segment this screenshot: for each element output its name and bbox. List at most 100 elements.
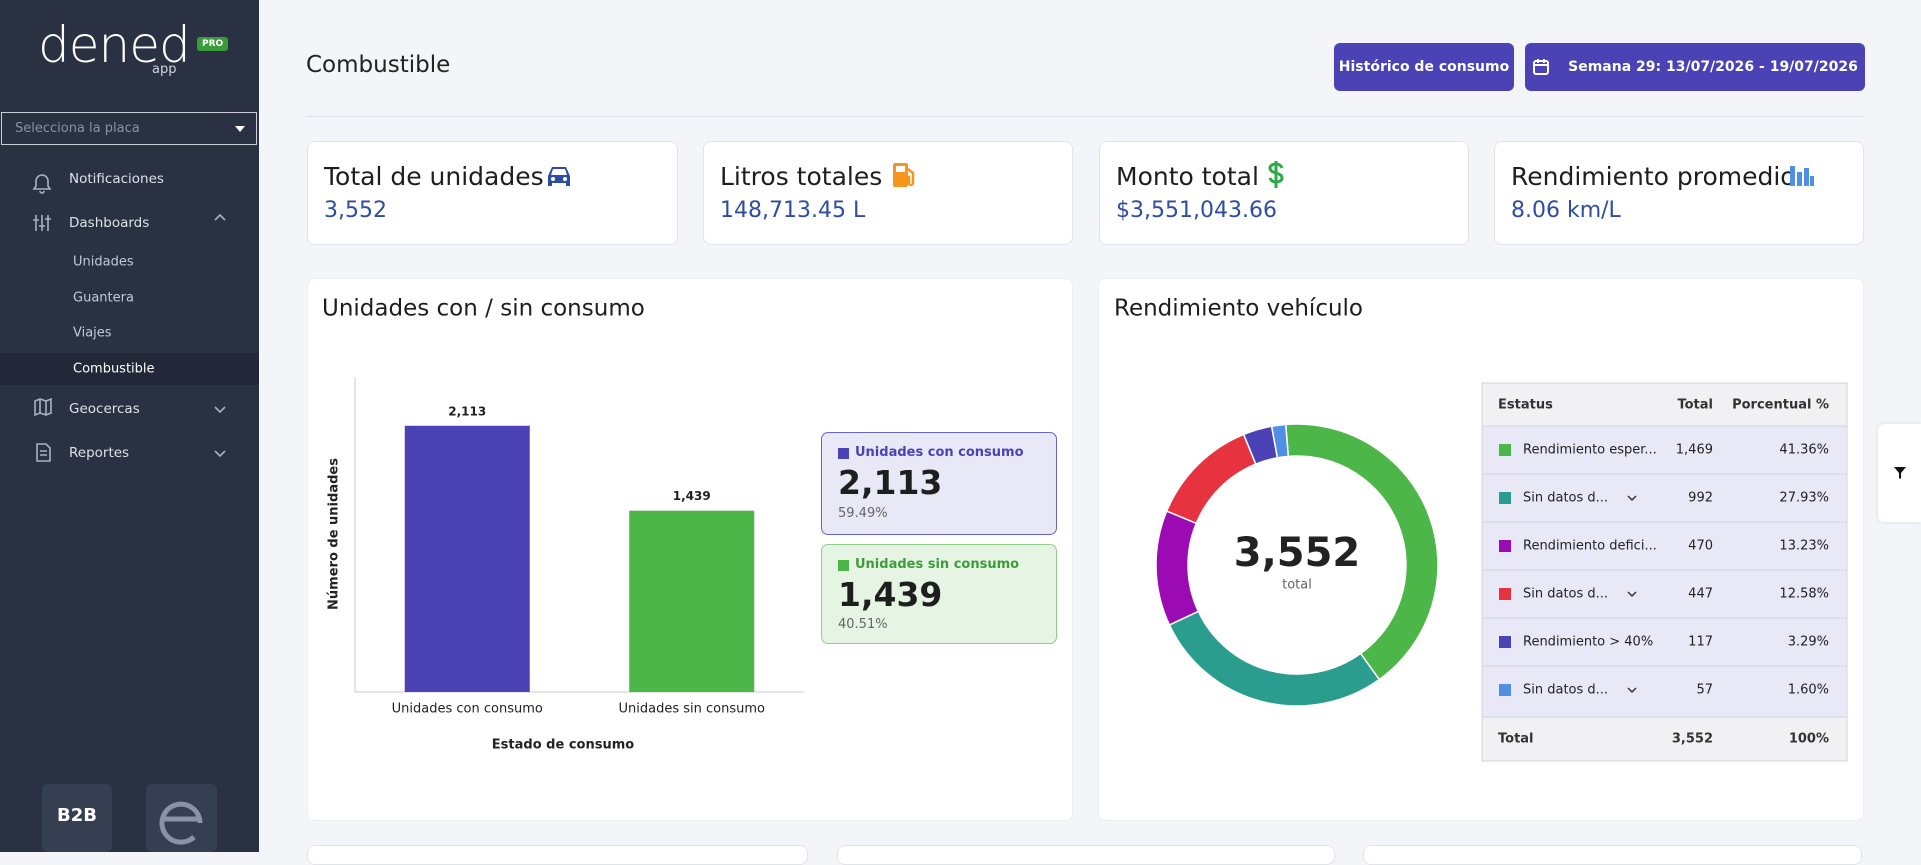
menu-item[interactable]: Dashboards <box>69 215 150 231</box>
x-axis-label: Estado de consumo <box>492 738 634 753</box>
status-total: 117 <box>1688 635 1713 650</box>
legend-card: Unidades sin consumo 1,439 40.51% <box>821 544 1057 644</box>
bar <box>404 425 530 692</box>
table-total <box>1481 716 1848 762</box>
status-swatch <box>1499 540 1511 552</box>
status-percent: 3.29% <box>1788 635 1829 650</box>
submenu-item[interactable]: Viajes <box>73 325 112 341</box>
bar-value-label: 1,439 <box>673 489 711 503</box>
select-placeholder: Selecciona la placa <box>15 121 140 136</box>
footer-badge: B2B <box>57 805 97 826</box>
status-table <box>1481 382 1848 762</box>
logo: dened <box>38 16 191 74</box>
submenu-item[interactable]: Unidades <box>73 254 134 270</box>
kpi-value: 3,552 <box>324 198 387 223</box>
fuel-icon <box>893 163 915 187</box>
filter-icon <box>1894 467 1906 479</box>
caret <box>235 126 245 132</box>
kpi-label: Total de unidades <box>324 162 544 191</box>
logo-sub: app <box>152 62 177 77</box>
status-label: Rendimiento defici... <box>1523 539 1657 554</box>
status-total: 57 <box>1696 683 1713 698</box>
legend-name: Unidades con consumo <box>855 445 1024 460</box>
bar <box>629 510 755 692</box>
table-header <box>1481 382 1848 427</box>
kpi-value: $3,551,043.66 <box>1116 198 1277 223</box>
sidebar-icons: B2B <box>0 174 259 852</box>
table-header-cell: Porcentual % <box>1732 398 1829 413</box>
row-chevron <box>1627 687 1637 694</box>
donut-segment <box>1284 423 1439 681</box>
legend-value: 1,439 <box>838 575 943 614</box>
pro-badge: PRO <box>197 37 229 51</box>
status-percent: 27.93% <box>1779 491 1829 506</box>
status-label: Sin datos d... <box>1523 587 1608 602</box>
status-swatch <box>1499 588 1511 600</box>
x-tick-label: Unidades sin consumo <box>619 702 766 717</box>
plate-select[interactable]: Selecciona la placa <box>1 112 257 145</box>
legend-share: 40.51% <box>838 617 888 632</box>
history-button[interactable]: Histórico de consumo <box>1334 43 1514 91</box>
sidebar: dened app PRO Selecciona la placa B2B No… <box>0 0 259 852</box>
row-chevron <box>1627 495 1637 502</box>
status-percent: 41.36% <box>1779 443 1829 458</box>
car-icon <box>548 167 570 186</box>
kpi-card: Total de unidades 3,552 <box>307 141 678 245</box>
status-swatch <box>1499 492 1511 504</box>
donut-segment <box>1168 610 1381 707</box>
kpi-label: Litros totales <box>720 162 883 191</box>
legend-swatch <box>838 448 849 459</box>
legend-value: 2,113 <box>838 463 943 502</box>
bar-value-label: 2,113 <box>448 404 486 418</box>
bars-icon <box>1790 166 1814 186</box>
chart-title: Rendimiento vehículo <box>1114 296 1363 322</box>
donut-center-label: total <box>1282 578 1312 593</box>
week-button[interactable]: Semana 29: 13/07/2026 - 19/07/2026 <box>1525 43 1865 91</box>
table-total-cell: Total <box>1498 732 1534 747</box>
divider <box>306 116 1865 117</box>
status-total: 470 <box>1688 539 1713 554</box>
status-total: 1,469 <box>1676 443 1713 458</box>
table-header-cell: Total <box>1677 398 1713 413</box>
status-total: 992 <box>1688 491 1713 506</box>
submenu-item-active[interactable]: Combustible <box>73 361 155 377</box>
kpi-card: Rendimiento promedio 8.06 km/L <box>1494 141 1864 245</box>
donut-segment <box>1155 510 1200 626</box>
table-header-cell: Estatus <box>1498 398 1553 413</box>
status-label: Sin datos d... <box>1523 491 1608 506</box>
submenu-item[interactable]: Guantera <box>73 290 134 306</box>
filter-tab[interactable] <box>1878 424 1921 522</box>
status-label: Rendimiento > 40% <box>1523 635 1653 650</box>
status-label: Sin datos d... <box>1523 683 1608 698</box>
kpi-card: Monto total $3,551,043.66 <box>1099 141 1469 245</box>
week-label: Semana 29: 13/07/2026 - 19/07/2026 <box>1568 59 1858 75</box>
legend-share: 59.49% <box>838 506 888 521</box>
legend-swatch <box>838 560 849 571</box>
status-total: 447 <box>1688 587 1713 602</box>
status-percent: 12.58% <box>1779 587 1829 602</box>
menu-item[interactable]: Notificaciones <box>69 171 164 187</box>
status-label: Rendimiento esper... <box>1523 443 1657 458</box>
legend-card: Unidades con consumo 2,113 59.49% <box>821 432 1057 535</box>
chart-title: Unidades con / sin consumo <box>322 296 645 322</box>
menu-item[interactable]: Reportes <box>69 445 130 461</box>
legend-name: Unidades sin consumo <box>855 557 1020 572</box>
dollar-icon <box>1268 161 1284 188</box>
status-swatch <box>1499 684 1511 696</box>
row-chevron <box>1627 591 1637 598</box>
calendar-icon <box>1533 59 1550 75</box>
status-percent: 1.60% <box>1788 683 1829 698</box>
page-title: Combustible <box>306 52 451 78</box>
table-total-cell: 3,552 <box>1672 732 1713 747</box>
donut-center-value: 3,552 <box>1234 530 1361 576</box>
kpi-value: 8.06 km/L <box>1511 198 1621 223</box>
kpi-card: Litros totales 148,713.45 L <box>703 141 1073 245</box>
kpi-label: Monto total <box>1116 162 1259 191</box>
kpi-label: Rendimiento promedio <box>1511 162 1796 191</box>
menu-item[interactable]: Geocercas <box>69 401 140 417</box>
status-percent: 13.23% <box>1779 539 1829 554</box>
status-swatch <box>1499 636 1511 648</box>
x-tick-label: Unidades con consumo <box>392 702 543 717</box>
